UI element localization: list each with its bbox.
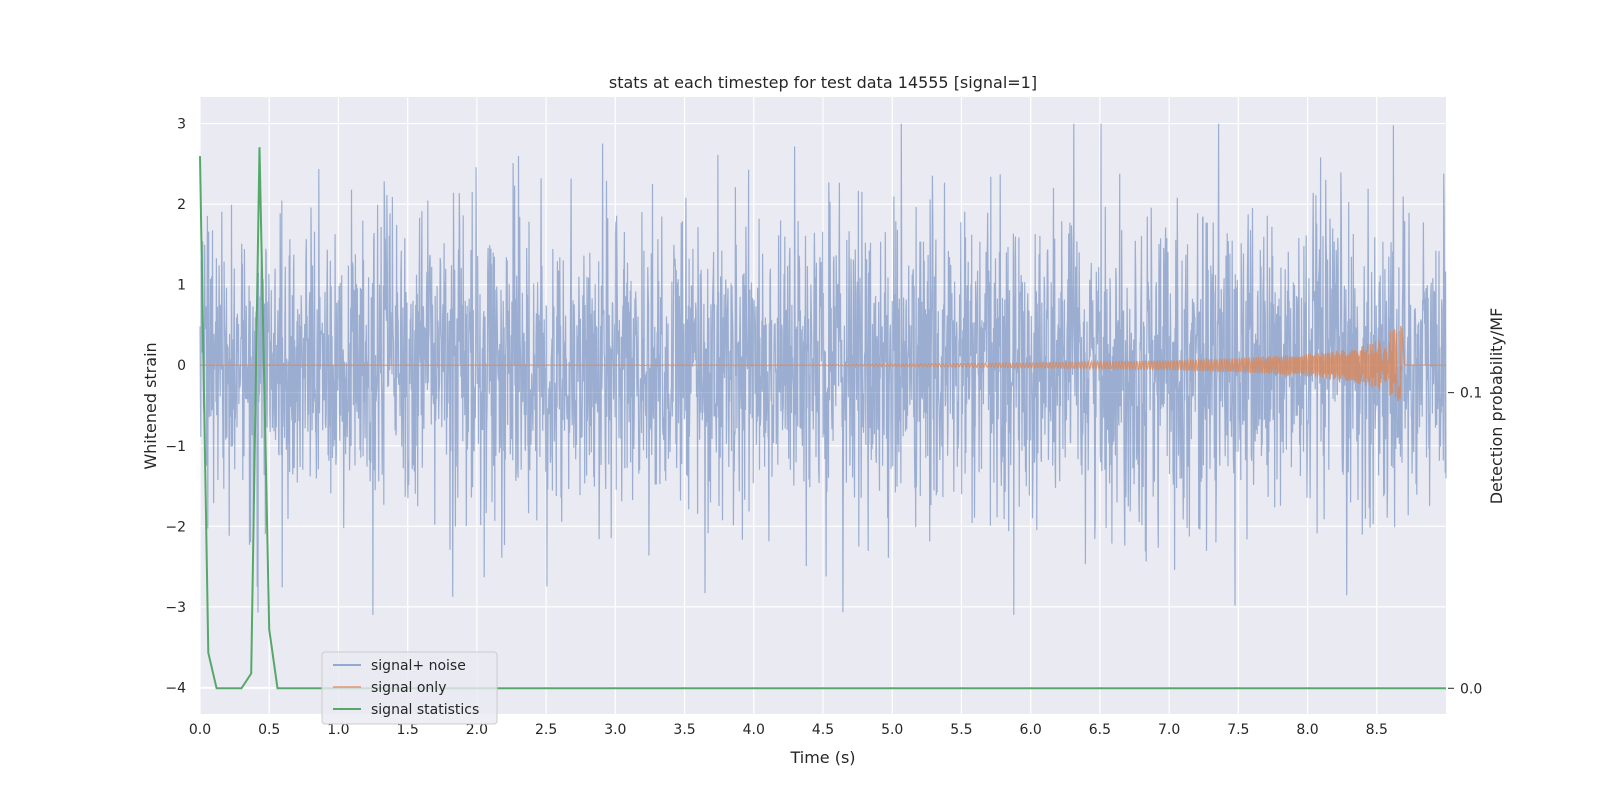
- x-tick-label: 5.0: [881, 722, 903, 738]
- x-tick-label: 8.5: [1366, 722, 1388, 738]
- y-tick-label: −2: [165, 519, 186, 535]
- legend-label-signal-statistics: signal statistics: [371, 702, 479, 718]
- x-tick-label: 5.5: [950, 722, 972, 738]
- legend: signal+ noise signal only signal statist…: [321, 651, 498, 725]
- x-axis-ticks: 0.0 0.5 1.0 1.5 2.0 2.5 3.0 3.5 4.0 4.5 5.0 5.5 6.0 6…: [189, 722, 1388, 738]
- y-tick-label: 3: [177, 117, 186, 133]
- y-tick-label: 2: [177, 197, 186, 213]
- y2-axis-ticks: 0.1 0.0: [1448, 386, 1482, 697]
- y-tick-label: −3: [165, 600, 186, 616]
- signal-only-series: [200, 325, 1446, 402]
- x-tick-label: 3.5: [673, 722, 695, 738]
- x-tick-label: 0.5: [258, 722, 280, 738]
- x-tick-label: 6.0: [1020, 722, 1042, 738]
- x-tick-label: 4.5: [812, 722, 834, 738]
- legend-box: [321, 651, 498, 725]
- x-tick-label: 2.0: [466, 722, 488, 738]
- y-tick-label: 1: [177, 278, 186, 294]
- x-tick-label: 1.5: [397, 722, 419, 738]
- y-axis-ticks: 3 2 1 0 −1 −2 −3 −4: [165, 117, 186, 697]
- legend-label-signal-noise: signal+ noise: [371, 658, 466, 674]
- y-axis-label: Whitened strain: [141, 342, 160, 469]
- legend-label-signal-only: signal only: [371, 680, 446, 696]
- x-tick-label: 3.0: [604, 722, 626, 738]
- signal-statistics-series: [199, 147, 1446, 690]
- x-tick-label: 7.0: [1158, 722, 1180, 738]
- x-tick-label: 7.5: [1227, 722, 1249, 738]
- x-axis-label: Time (s): [789, 748, 855, 767]
- y-tick-label: 0: [177, 358, 186, 374]
- signal-only-line: [200, 325, 1446, 402]
- y2-axis-label: Detection probability/MF: [1487, 308, 1506, 505]
- x-tick-label: 6.5: [1089, 722, 1111, 738]
- signal-statistics-line: [199, 147, 1446, 690]
- y2-tick-label: 0.0: [1460, 681, 1482, 697]
- chart-title: stats at each timestep for test data 145…: [609, 73, 1037, 92]
- x-tick-label: 1.0: [327, 722, 349, 738]
- signal-noise-line: [199, 123, 1447, 615]
- y-tick-label: −4: [165, 680, 186, 696]
- y2-tick-label: 0.1: [1460, 386, 1482, 402]
- y-tick-label: −1: [165, 439, 186, 455]
- x-tick-label: 0.0: [189, 722, 211, 738]
- x-tick-label: 8.0: [1296, 722, 1318, 738]
- signal-noise-series: [199, 123, 1447, 615]
- x-tick-label: 2.5: [535, 722, 557, 738]
- x-tick-label: 4.0: [743, 722, 765, 738]
